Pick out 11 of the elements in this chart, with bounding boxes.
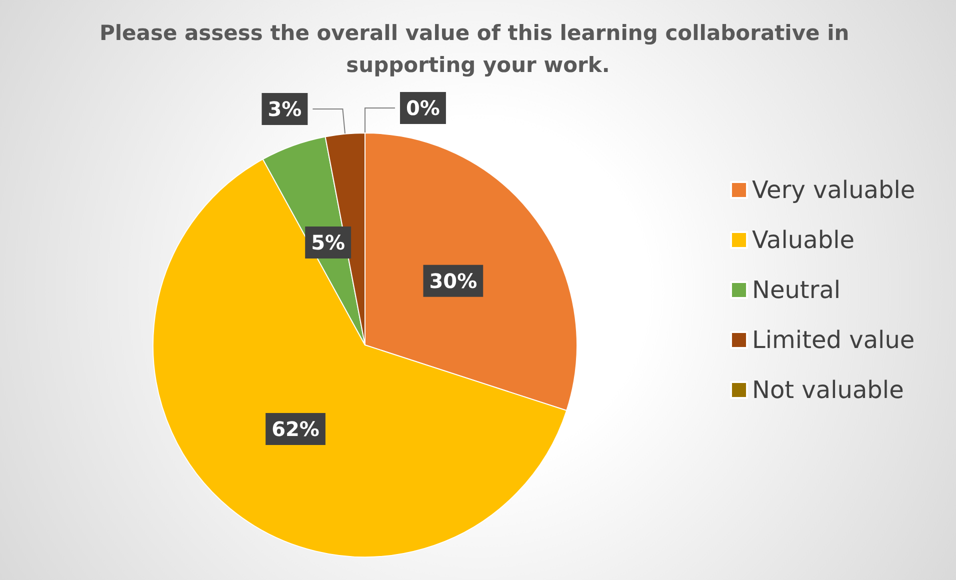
data-label: 30% (429, 268, 478, 293)
legend-label: Very valuable (752, 176, 916, 204)
chart-title: Please assess the overall value of this learning collaborative in supporting your work. (99, 21, 857, 77)
data-label: 3% (268, 97, 302, 122)
legend-label: Neutral (752, 276, 841, 304)
text: 0% (406, 96, 440, 120)
legend-label: Not valuable (752, 376, 904, 404)
data-label: 5% (311, 230, 346, 254)
legend-label: Limited value (752, 326, 915, 354)
legend-label: Valuable (752, 226, 855, 254)
data-label: 62% (272, 416, 320, 441)
